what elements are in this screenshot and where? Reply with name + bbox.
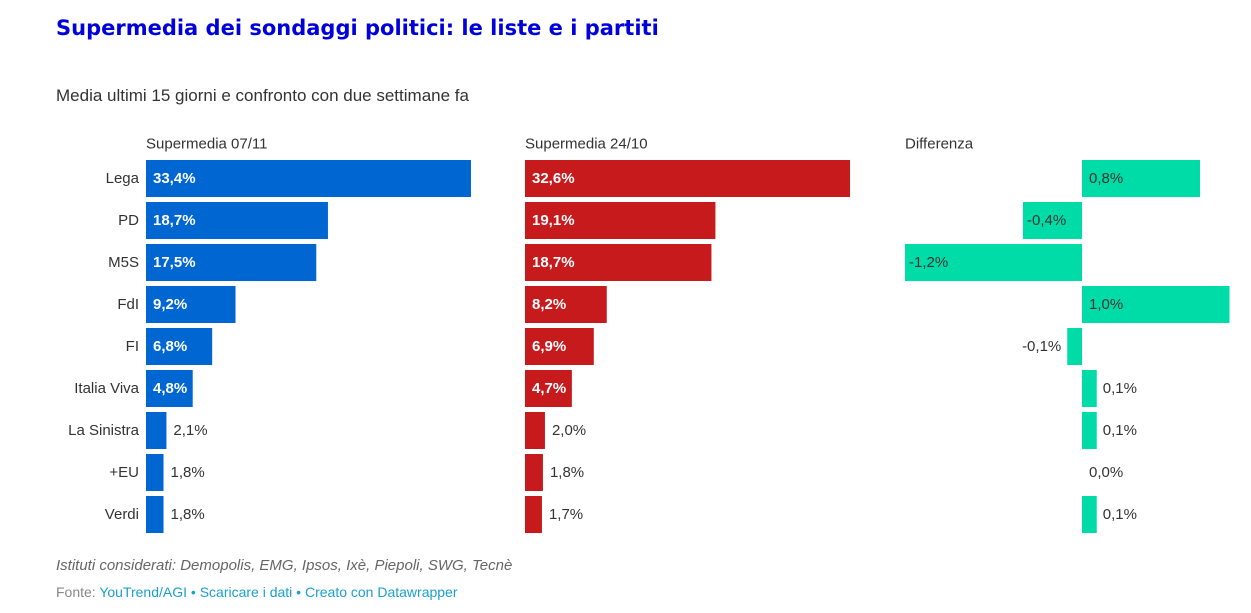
difference-bar	[1082, 496, 1097, 533]
category-label: Verdi	[105, 506, 139, 523]
chart-footer: Fonte: YouTrend/AGI • Scaricare i dati •…	[56, 584, 458, 600]
bar-value-label: 2,0%	[552, 422, 586, 439]
bar-value-label: 17,5%	[153, 254, 196, 271]
series-header: Differenza	[905, 136, 974, 153]
difference-value-label: 0,1%	[1103, 380, 1137, 397]
bar	[525, 328, 594, 365]
bar-value-label: 1,8%	[550, 464, 584, 481]
difference-bar	[1023, 202, 1082, 239]
bar-value-label: 8,2%	[532, 296, 566, 313]
footer-source-prefix: Fonte:	[56, 584, 100, 600]
source-link[interactable]: YouTrend/AGI	[99, 584, 188, 600]
bar	[525, 454, 543, 491]
bar-value-label: 6,9%	[532, 338, 566, 355]
difference-bar	[1082, 160, 1200, 197]
bar-value-label: 4,7%	[532, 380, 566, 397]
category-label: FI	[126, 338, 139, 355]
bar-value-label: 1,8%	[171, 464, 205, 481]
category-label: +EU	[109, 464, 139, 481]
footer-separator: •	[187, 584, 200, 600]
bar-value-label: 2,1%	[173, 422, 207, 439]
bar	[146, 160, 471, 197]
bar	[525, 496, 542, 533]
bar-value-label: 19,1%	[532, 212, 575, 229]
bar-value-label: 1,8%	[171, 506, 205, 523]
difference-bar	[1082, 412, 1097, 449]
category-label: FdI	[117, 296, 139, 313]
bar	[525, 202, 716, 239]
series-header: Supermedia 07/11	[146, 136, 267, 153]
difference-value-label: 1,0%	[1089, 296, 1123, 313]
difference-bar	[1067, 328, 1082, 365]
difference-value-label: -0,4%	[1027, 212, 1066, 229]
category-label: La Sinistra	[68, 422, 140, 439]
bar-value-label: 18,7%	[153, 212, 196, 229]
difference-value-label: -1,2%	[909, 254, 948, 271]
bar	[146, 202, 328, 239]
difference-value-label: 0,1%	[1103, 506, 1137, 523]
difference-bar	[1082, 370, 1097, 407]
chart-subtitle: Media ultimi 15 giorni e confronto con d…	[56, 86, 469, 105]
bar	[525, 160, 851, 197]
datawrapper-link[interactable]: Creato con Datawrapper	[304, 584, 458, 600]
bar	[146, 454, 164, 491]
category-label: Italia Viva	[74, 380, 139, 397]
bar-value-label: 4,8%	[153, 380, 187, 397]
difference-value-label: 0,1%	[1103, 422, 1137, 439]
bar	[525, 412, 545, 449]
bar-value-label: 32,6%	[532, 170, 575, 187]
difference-bar	[1082, 286, 1230, 323]
bar	[146, 244, 317, 281]
bar-value-label: 33,4%	[153, 170, 196, 187]
bar-value-label: 9,2%	[153, 296, 187, 313]
category-label: M5S	[108, 254, 139, 271]
bar	[525, 244, 712, 281]
bar-value-label: 18,7%	[532, 254, 575, 271]
bar-value-label: 1,7%	[549, 506, 583, 523]
difference-bar	[905, 244, 1082, 281]
bar	[146, 328, 213, 365]
bar	[146, 286, 236, 323]
download-data-link[interactable]: Scaricare i dati	[199, 584, 293, 600]
chart-title: Supermedia dei sondaggi politici: le lis…	[56, 16, 659, 40]
category-label: Lega	[106, 170, 140, 187]
bar-value-label: 6,8%	[153, 338, 187, 355]
footer-separator: •	[292, 584, 305, 600]
category-label: PD	[118, 212, 139, 229]
difference-value-label: 0,8%	[1089, 170, 1123, 187]
series-header: Supermedia 24/10	[525, 136, 648, 153]
bar	[525, 370, 572, 407]
bar	[525, 286, 607, 323]
bar	[146, 496, 164, 533]
chart-notes: Istituti considerati: Demopolis, EMG, Ip…	[56, 557, 513, 574]
difference-value-label: 0,0%	[1089, 464, 1123, 481]
bar	[146, 370, 193, 407]
difference-value-label: -0,1%	[1022, 338, 1061, 355]
bar	[146, 412, 167, 449]
